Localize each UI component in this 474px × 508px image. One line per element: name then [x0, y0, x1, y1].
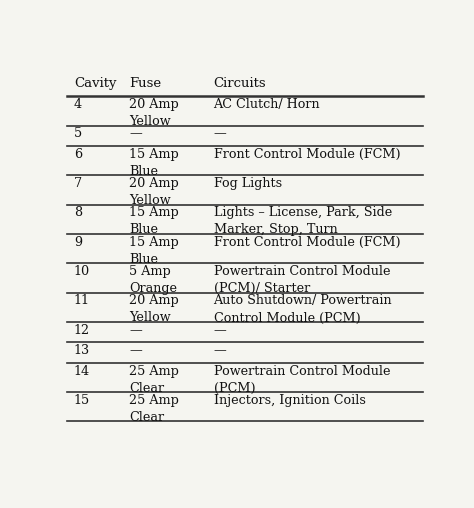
Text: 14: 14 — [74, 365, 90, 377]
Text: 12: 12 — [74, 324, 90, 337]
Text: —: — — [129, 324, 142, 337]
Text: 10: 10 — [74, 265, 90, 278]
Text: 9: 9 — [74, 236, 82, 249]
Text: AC Clutch/ Horn: AC Clutch/ Horn — [213, 98, 320, 111]
Text: Auto Shutdown/ Powertrain
Control Module (PCM): Auto Shutdown/ Powertrain Control Module… — [213, 295, 392, 325]
Text: 25 Amp
Clear: 25 Amp Clear — [129, 394, 179, 424]
Text: 5: 5 — [74, 128, 82, 140]
Text: 11: 11 — [74, 295, 90, 307]
Text: 15: 15 — [74, 394, 90, 407]
Text: Powertrain Control Module
(PCM)/ Starter: Powertrain Control Module (PCM)/ Starter — [213, 265, 390, 295]
Text: 15 Amp
Blue: 15 Amp Blue — [129, 206, 179, 236]
Text: —: — — [213, 344, 226, 357]
Text: 20 Amp
Yellow: 20 Amp Yellow — [129, 98, 179, 128]
Text: 20 Amp
Yellow: 20 Amp Yellow — [129, 295, 179, 325]
Text: 20 Amp
Yellow: 20 Amp Yellow — [129, 177, 179, 207]
Text: 4: 4 — [74, 98, 82, 111]
Text: 7: 7 — [74, 177, 82, 190]
Text: 13: 13 — [74, 344, 90, 357]
Text: —: — — [213, 128, 226, 140]
Text: 25 Amp
Clear: 25 Amp Clear — [129, 365, 179, 395]
Text: 15 Amp
Blue: 15 Amp Blue — [129, 148, 179, 178]
Text: —: — — [129, 344, 142, 357]
Text: Fog Lights: Fog Lights — [213, 177, 282, 190]
Text: 8: 8 — [74, 206, 82, 219]
Text: 6: 6 — [74, 148, 82, 161]
Text: Injectors, Ignition Coils: Injectors, Ignition Coils — [213, 394, 365, 407]
Text: Front Control Module (FCM): Front Control Module (FCM) — [213, 148, 400, 161]
Text: Circuits: Circuits — [213, 77, 266, 89]
Text: Lights – License, Park, Side
Marker, Stop, Turn: Lights – License, Park, Side Marker, Sto… — [213, 206, 392, 236]
Text: 15 Amp
Blue: 15 Amp Blue — [129, 236, 179, 266]
Text: Front Control Module (FCM): Front Control Module (FCM) — [213, 236, 400, 249]
Text: Cavity: Cavity — [74, 77, 117, 89]
Text: Powertrain Control Module
(PCM): Powertrain Control Module (PCM) — [213, 365, 390, 395]
Text: Fuse: Fuse — [129, 77, 161, 89]
Text: 5 Amp
Orange: 5 Amp Orange — [129, 265, 177, 295]
Text: —: — — [129, 128, 142, 140]
Text: —: — — [213, 324, 226, 337]
